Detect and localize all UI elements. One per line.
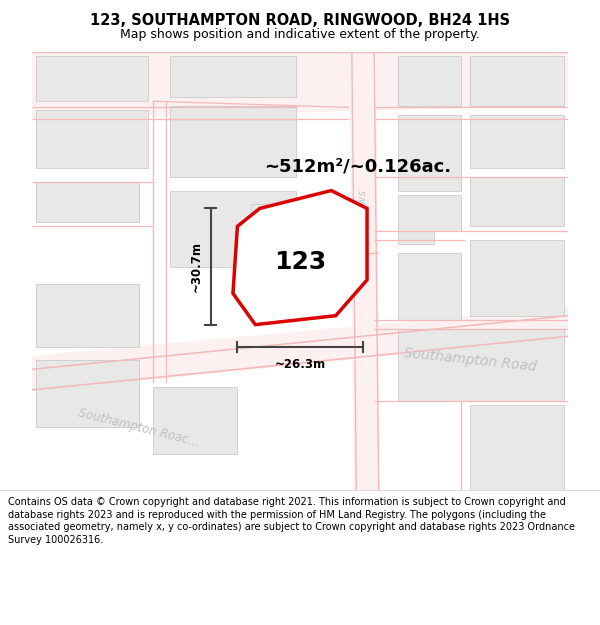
Polygon shape (170, 56, 296, 97)
Text: Southampton Road: Southampton Road (403, 346, 537, 374)
Polygon shape (470, 405, 563, 490)
Polygon shape (233, 191, 367, 324)
Polygon shape (37, 182, 139, 222)
Polygon shape (470, 114, 563, 168)
Polygon shape (349, 52, 380, 490)
Polygon shape (37, 361, 139, 428)
Polygon shape (398, 56, 461, 106)
Polygon shape (470, 177, 563, 226)
Polygon shape (37, 56, 148, 101)
Text: Beecroft Mews: Beecroft Mews (358, 190, 368, 272)
Polygon shape (470, 56, 563, 106)
Text: ~30.7m: ~30.7m (190, 241, 203, 292)
Polygon shape (251, 204, 336, 271)
Polygon shape (470, 240, 563, 316)
Text: Map shows position and indicative extent of the property.: Map shows position and indicative extent… (120, 28, 480, 41)
Polygon shape (170, 191, 296, 266)
Polygon shape (398, 114, 461, 191)
Polygon shape (398, 195, 461, 244)
Text: ~26.3m: ~26.3m (274, 358, 326, 371)
Polygon shape (37, 110, 148, 168)
Text: Contains OS data © Crown copyright and database right 2021. This information is : Contains OS data © Crown copyright and d… (8, 497, 575, 545)
Polygon shape (32, 307, 568, 392)
Polygon shape (170, 106, 296, 177)
Text: 123, SOUTHAMPTON ROAD, RINGWOOD, BH24 1HS: 123, SOUTHAMPTON ROAD, RINGWOOD, BH24 1H… (90, 13, 510, 28)
Text: 123: 123 (274, 250, 326, 274)
Text: ~512m²/~0.126ac.: ~512m²/~0.126ac. (264, 158, 451, 176)
Text: Southampton Roac…: Southampton Roac… (77, 406, 201, 449)
Polygon shape (152, 388, 238, 454)
Polygon shape (398, 253, 461, 320)
Polygon shape (32, 52, 568, 119)
Polygon shape (398, 329, 563, 401)
Polygon shape (37, 284, 139, 347)
